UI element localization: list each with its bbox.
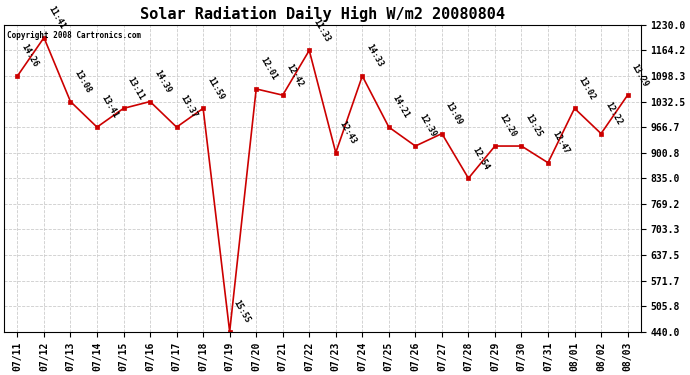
Text: 15:55: 15:55 [232, 298, 252, 325]
Text: 13:29: 13:29 [630, 62, 650, 88]
Text: Copyright 2008 Cartronics.com: Copyright 2008 Cartronics.com [8, 31, 141, 40]
Text: 13:09: 13:09 [444, 100, 464, 127]
Text: 14:33: 14:33 [364, 43, 385, 69]
Text: 13:11: 13:11 [126, 75, 146, 101]
Text: 14:39: 14:39 [152, 68, 172, 94]
Text: 13:25: 13:25 [524, 113, 544, 139]
Text: 13:41: 13:41 [99, 94, 119, 120]
Text: 12:01: 12:01 [258, 56, 279, 82]
Text: 13:08: 13:08 [72, 68, 93, 94]
Text: 13:02: 13:02 [577, 75, 597, 101]
Text: 12:39: 12:39 [417, 113, 437, 139]
Text: 13:37: 13:37 [179, 94, 199, 120]
Text: 12:22: 12:22 [603, 100, 624, 127]
Text: 12:54: 12:54 [471, 145, 491, 171]
Text: 12:47: 12:47 [550, 130, 571, 156]
Title: Solar Radiation Daily High W/m2 20080804: Solar Radiation Daily High W/m2 20080804 [140, 6, 505, 22]
Text: 12:43: 12:43 [338, 120, 358, 146]
Text: 11:59: 11:59 [205, 75, 226, 101]
Text: 14:26: 14:26 [19, 43, 40, 69]
Text: 14:21: 14:21 [391, 94, 411, 120]
Text: 12:20: 12:20 [497, 113, 518, 139]
Text: 11:41: 11:41 [46, 4, 66, 31]
Text: 11:33: 11:33 [311, 17, 332, 44]
Text: 12:42: 12:42 [285, 62, 305, 88]
